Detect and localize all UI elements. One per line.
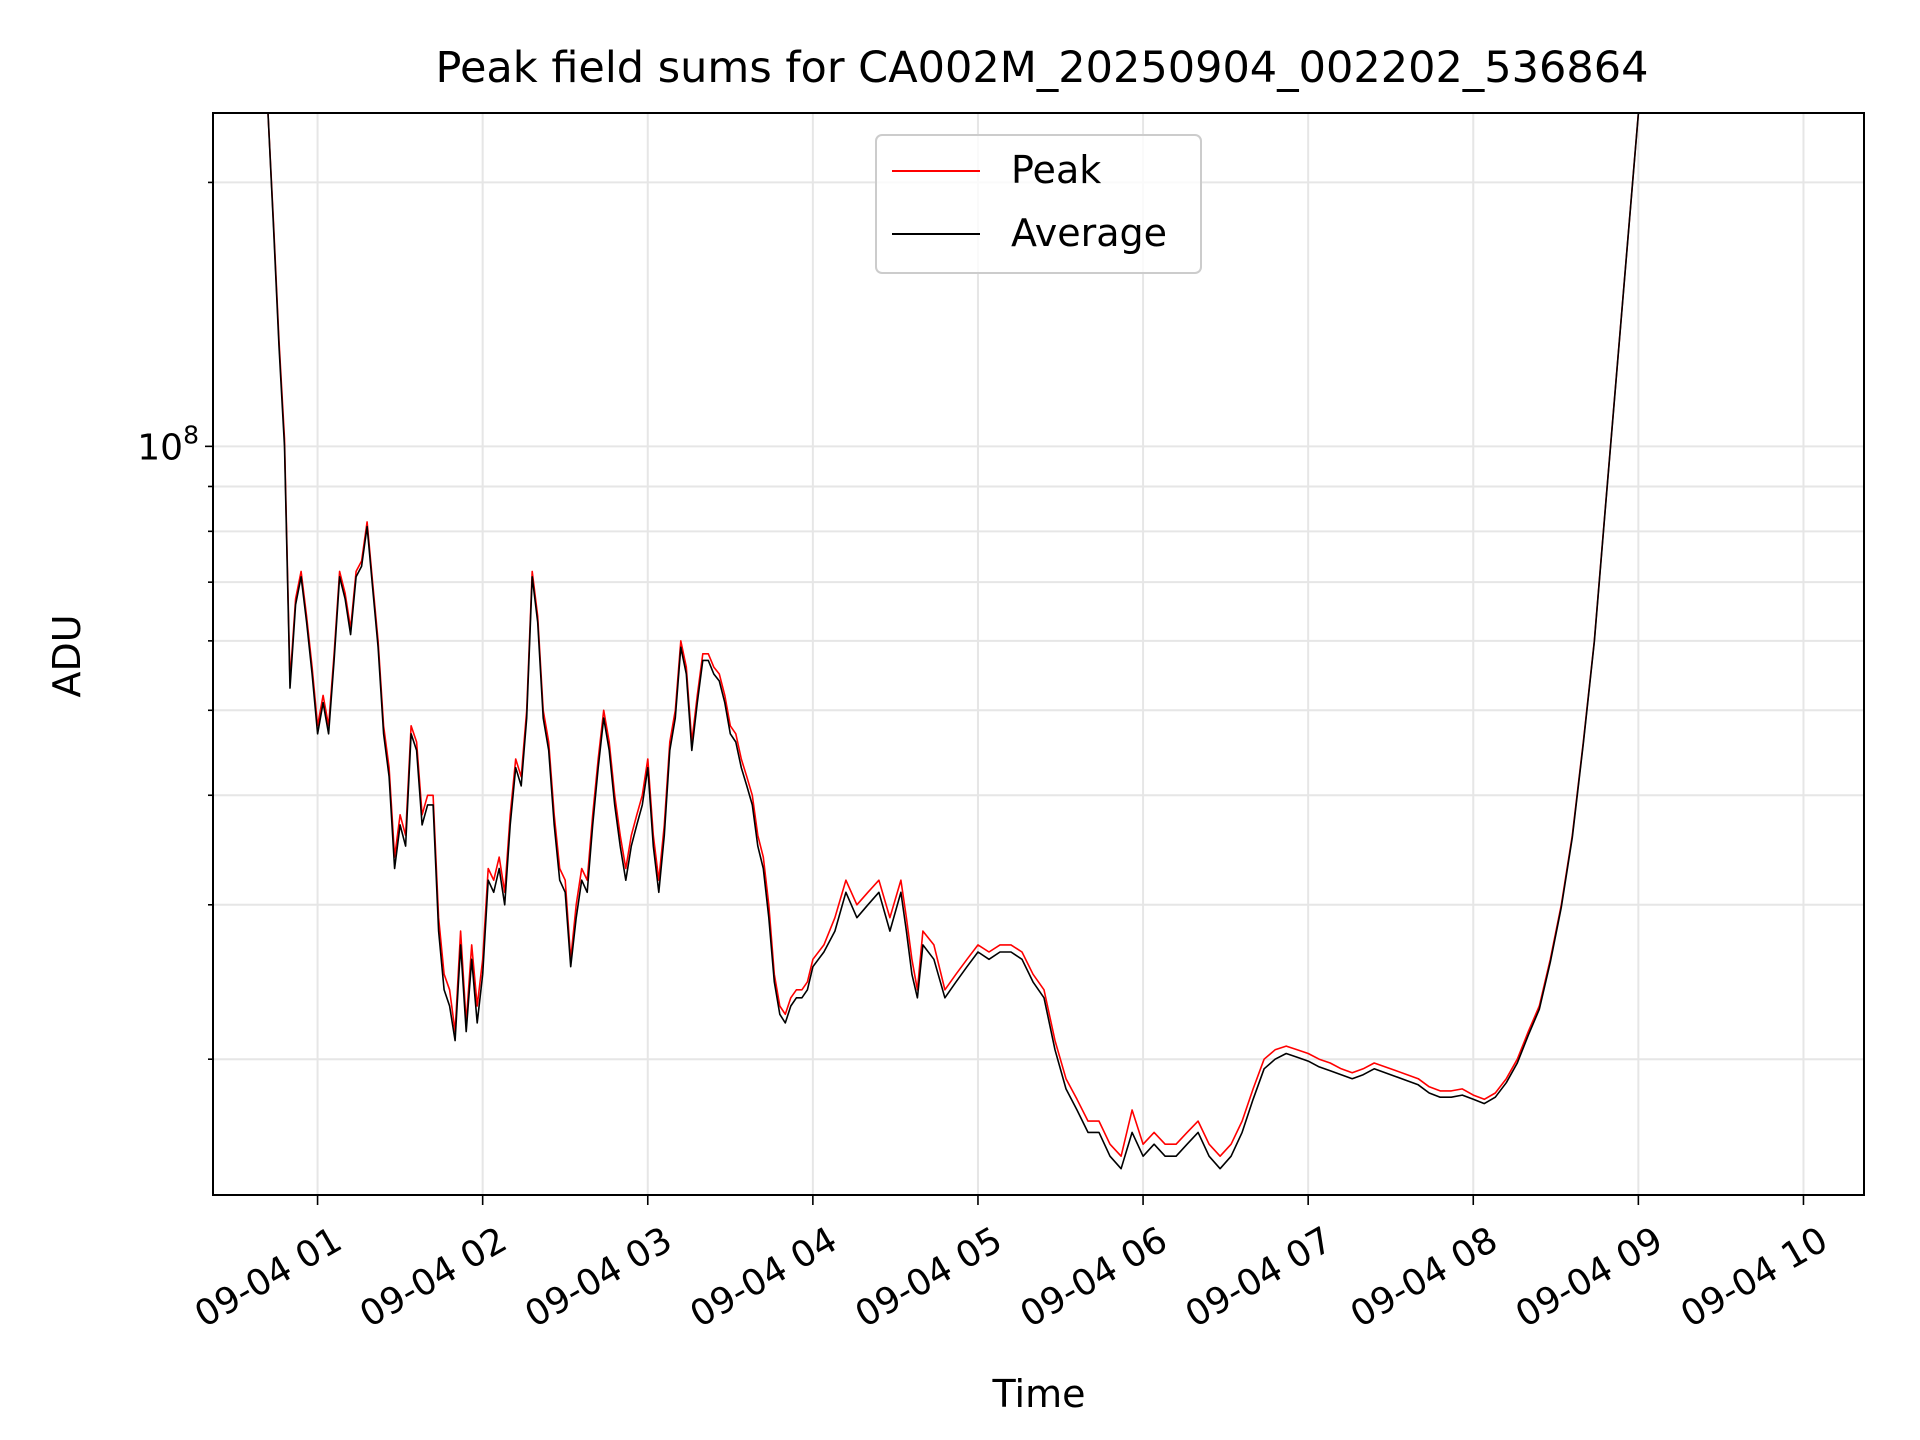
- plot-frame: [212, 112, 1865, 1196]
- legend: Peak Average: [875, 134, 1202, 274]
- series-line-average: [267, 113, 1640, 1170]
- series-layer: [267, 113, 1640, 1170]
- y-axis-label: ADU: [45, 614, 89, 697]
- y-tick-label: 108: [137, 420, 199, 468]
- legend-label-peak: Peak: [1011, 148, 1101, 192]
- x-axis-label: Time: [992, 1372, 1086, 1416]
- chart-title: Peak field sums for CA002M_20250904_0022…: [436, 43, 1649, 93]
- y-axis: 108: [137, 181, 213, 1060]
- legend-label-average: Average: [1011, 211, 1167, 255]
- series-line-peak: [267, 113, 1640, 1157]
- legend-box: [875, 134, 1202, 274]
